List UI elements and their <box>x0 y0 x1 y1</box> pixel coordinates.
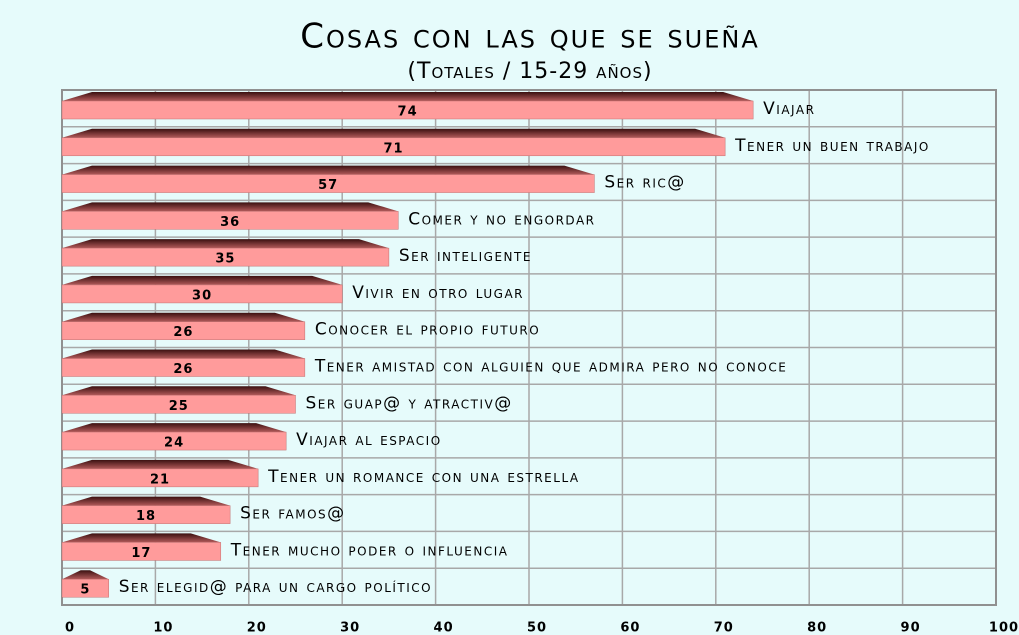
value-label: 21 <box>150 472 170 487</box>
bar-top <box>62 239 389 249</box>
x-tick-label: 80 <box>807 621 827 635</box>
bar-top <box>62 386 296 396</box>
bar-top <box>62 423 287 433</box>
value-label: 5 <box>80 583 90 598</box>
bar <box>61 284 343 304</box>
x-tick-label: 30 <box>340 621 360 635</box>
x-tick-label: 60 <box>620 621 640 635</box>
chart-subtitle: (Totales / 15-29 años) <box>407 59 652 84</box>
category-label: Ser famos@ <box>240 504 346 524</box>
x-tick-label: 100 <box>989 621 1019 635</box>
category-label: Vivir en otro lugar <box>352 283 524 303</box>
category-label: Viajar al espacio <box>296 430 441 450</box>
bar <box>61 542 222 561</box>
value-label: 74 <box>398 105 418 120</box>
value-label: 26 <box>173 362 193 377</box>
x-tick-label: 20 <box>247 621 267 635</box>
bar <box>61 247 390 267</box>
bar-top <box>62 202 399 212</box>
bar-top <box>62 496 231 506</box>
category-label: Conocer el propio futuro <box>315 320 540 340</box>
x-tick-label: 90 <box>901 621 921 635</box>
value-label: 25 <box>169 399 189 414</box>
bar-top <box>62 128 726 138</box>
bar <box>61 358 306 377</box>
category-label: Tener mucho poder o influencia <box>230 540 509 560</box>
x-tick-label: 10 <box>153 621 173 635</box>
bar-top <box>62 92 754 101</box>
bar-top <box>62 459 259 469</box>
value-label: 71 <box>384 141 404 156</box>
bar-top <box>62 533 221 543</box>
x-tick-label: 40 <box>434 621 454 635</box>
value-label: 30 <box>192 288 212 303</box>
bar <box>61 174 595 193</box>
category-label: Comer y no engordar <box>408 209 595 229</box>
value-label: 26 <box>173 325 193 340</box>
bar <box>61 100 754 120</box>
bar-top <box>62 312 305 322</box>
chart-title: Cosas con las que se sueña <box>300 17 760 57</box>
value-label: 36 <box>220 215 240 230</box>
category-label: Ser inteligente <box>399 246 532 266</box>
bar-top <box>62 570 109 580</box>
x-tick-label: 50 <box>527 621 547 635</box>
bar-top <box>62 349 305 359</box>
value-label: 24 <box>164 436 184 451</box>
value-label: 17 <box>131 546 151 561</box>
category-label: Ser guap@ y atractiv@ <box>306 393 513 413</box>
bar <box>61 137 726 157</box>
category-label: Tener un romance con una estrella <box>267 467 580 487</box>
value-label: 35 <box>215 252 235 267</box>
bar <box>61 395 296 414</box>
category-label: Ser elegid@ para un cargo político <box>119 577 432 597</box>
bar-top <box>62 275 343 285</box>
plot-border <box>61 89 997 606</box>
value-label: 57 <box>318 178 338 193</box>
bar <box>61 321 306 340</box>
category-label: Tener amistad con alguien que admira per… <box>314 357 787 377</box>
bar <box>61 468 259 488</box>
bar <box>61 211 399 230</box>
bar <box>61 505 231 524</box>
value-label: 18 <box>136 509 156 524</box>
category-label: Viajar <box>763 99 815 119</box>
bar <box>61 578 109 598</box>
x-tick-label: 70 <box>714 621 734 635</box>
bar-top <box>62 165 595 175</box>
x-tick-label: 0 <box>65 621 75 635</box>
category-label: Tener un buen trabajo <box>734 136 930 156</box>
category-label: Ser ric@ <box>604 173 685 193</box>
bar <box>61 431 287 451</box>
